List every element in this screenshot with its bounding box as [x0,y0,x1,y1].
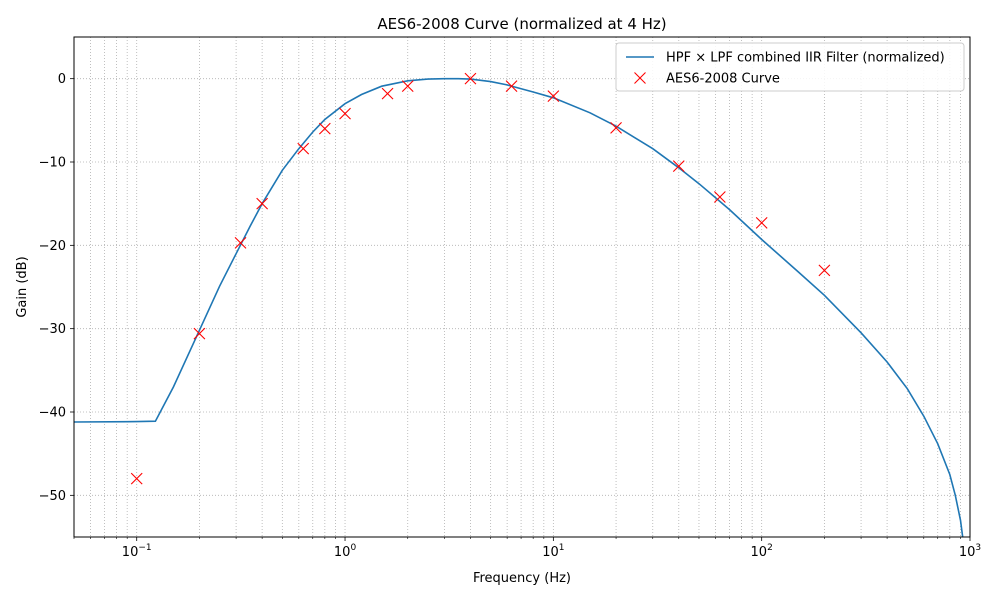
y-tick-label: −20 [39,239,66,254]
data-point-aes6 [130,472,143,485]
marker-stroke [256,197,269,210]
y-tick-label: −10 [39,156,66,171]
data-point-aes6 [464,72,477,85]
data-point-aes6 [234,236,247,249]
marker-stroke [381,87,394,100]
marker-stroke [818,264,831,277]
marker-stroke [234,236,247,249]
data-point-aes6 [256,197,269,210]
data-point-aes6 [505,80,518,93]
data-point-aes6 [610,121,622,134]
marker-stroke [634,72,646,84]
x-axis-label: Frequency (Hz) [473,571,571,586]
x-tick-label: 101 [542,543,564,560]
y-tick-label: −30 [39,322,66,337]
legend-box [615,42,965,92]
x-axis-ticks: 10−1 100 101 102 103 [73,537,981,560]
x-tick-label: 102 [751,543,773,560]
marker-stroke [755,216,768,229]
data-point-aes6 [401,80,414,93]
marker-stroke [297,142,310,155]
marker-stroke [505,80,518,93]
x-tick-label: 103 [959,543,981,560]
plot-area [74,72,964,537]
x-tick-label: 10−1 [122,543,152,560]
marker-stroke [464,72,477,85]
axes-frame [73,36,971,538]
data-point-aes6 [297,142,310,155]
data-point-aes6 [339,107,351,120]
marker-stroke [547,90,560,103]
legend-label: HPF × LPF combined IIR Filter (normalize… [666,51,945,66]
legend: HPF × LPF combined IIR Filter (normalize… [615,42,965,92]
chart-title: AES6-2008 Curve (normalized at 4 Hz) [377,15,666,33]
data-point-aes6 [755,216,768,229]
marker-stroke [318,122,331,135]
marker-stroke [130,472,143,485]
marker-stroke [193,327,206,340]
marker-stroke [610,121,622,134]
x-tick-label: 100 [334,543,357,560]
minor-gridlines [73,37,961,537]
marker-stroke [401,80,414,93]
data-point-aes6 [818,264,831,277]
data-point-aes6 [318,122,331,135]
y-tick-label: −40 [39,406,66,421]
y-tick-label: 0 [58,72,66,87]
y-tick-label: −50 [39,489,66,504]
data-point-aes6 [193,327,206,340]
marker-stroke [713,191,726,203]
series-line-filter [74,77,964,537]
y-axis-ticks: 0 −10 −20 −30 −40 −50 [39,72,74,504]
data-point-aes6 [713,191,726,203]
y-axis-label: Gain (dB) [15,256,30,317]
marker-stroke [339,107,351,120]
legend-label: AES6-2008 Curve [666,72,780,87]
legend-swatch-marker [634,72,646,84]
marker-stroke [672,160,685,173]
data-point-aes6 [672,160,685,173]
data-point-aes6 [547,90,560,103]
data-point-aes6 [381,87,394,100]
